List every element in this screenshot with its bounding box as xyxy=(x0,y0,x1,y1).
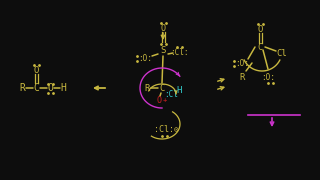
Text: +: + xyxy=(163,97,167,103)
Text: R: R xyxy=(144,84,150,93)
Text: :Cl: :Cl xyxy=(164,89,178,98)
Text: :O:: :O: xyxy=(235,58,249,68)
Text: R: R xyxy=(19,83,25,93)
Text: S: S xyxy=(160,46,166,55)
Text: H: H xyxy=(176,86,182,94)
Text: C: C xyxy=(258,42,262,51)
Text: :O:: :O: xyxy=(138,53,152,62)
Text: C: C xyxy=(159,84,165,93)
Text: O: O xyxy=(156,96,162,105)
Text: Cl: Cl xyxy=(276,48,287,57)
Text: O: O xyxy=(257,24,263,33)
Text: O: O xyxy=(33,66,39,75)
Text: O: O xyxy=(161,24,165,33)
Text: :O:: :O: xyxy=(261,73,275,82)
Text: H: H xyxy=(60,83,66,93)
Text: C: C xyxy=(33,83,39,93)
Text: R: R xyxy=(239,73,245,82)
Text: ⊙: ⊙ xyxy=(174,125,178,134)
Text: O: O xyxy=(47,83,53,93)
Text: :Cl:: :Cl: xyxy=(154,125,174,134)
Text: :Cl:: :Cl: xyxy=(170,48,188,57)
